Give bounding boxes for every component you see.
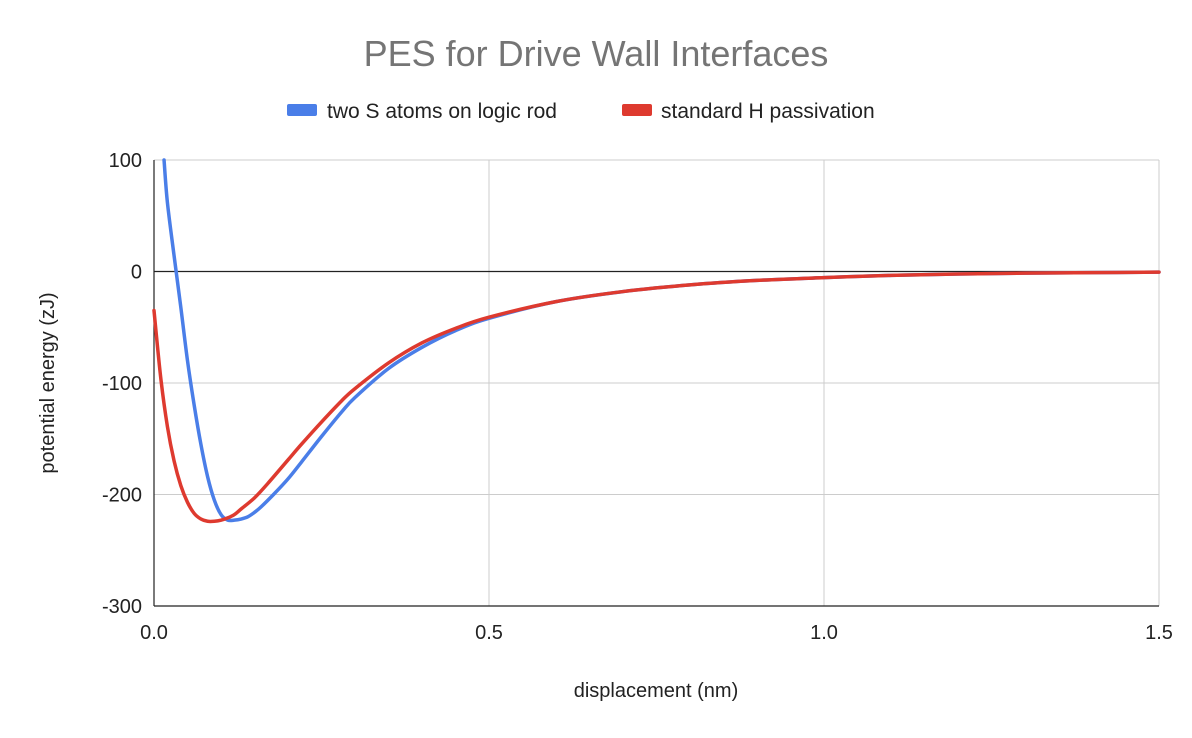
x-axis-ticks: 0.0 0.5 1.0 1.5 bbox=[140, 622, 1173, 644]
series-line-2 bbox=[152, 270, 1161, 524]
y-tick-label: 0 bbox=[131, 262, 142, 284]
x-tick-label: 1.0 bbox=[810, 622, 838, 644]
y-axis-title: potential energy (zJ) bbox=[37, 292, 59, 473]
x-axis-title: displacement (nm) bbox=[574, 680, 739, 702]
y-tick-label: -200 bbox=[102, 485, 142, 507]
y-tick-label: 100 bbox=[109, 150, 142, 172]
legend-swatch-series-2 bbox=[622, 104, 652, 116]
legend: two S atoms on logic rod standard H pass… bbox=[287, 100, 875, 123]
legend-label-series-1: two S atoms on logic rod bbox=[327, 100, 557, 123]
y-tick-label: -100 bbox=[102, 373, 142, 395]
chart-title: PES for Drive Wall Interfaces bbox=[364, 33, 829, 74]
gridlines bbox=[153, 159, 1160, 607]
legend-swatch-series-1 bbox=[287, 104, 317, 116]
legend-label-series-2: standard H passivation bbox=[661, 100, 875, 123]
y-axis-ticks: 100 0 -100 -200 -300 bbox=[102, 150, 142, 618]
x-tick-label: 0.0 bbox=[140, 622, 168, 644]
y-tick-label: -300 bbox=[102, 596, 142, 618]
series-line-1 bbox=[162, 158, 1161, 523]
plot-area bbox=[152, 158, 1161, 524]
x-tick-label: 0.5 bbox=[475, 622, 503, 644]
x-tick-label: 1.5 bbox=[1145, 622, 1173, 644]
